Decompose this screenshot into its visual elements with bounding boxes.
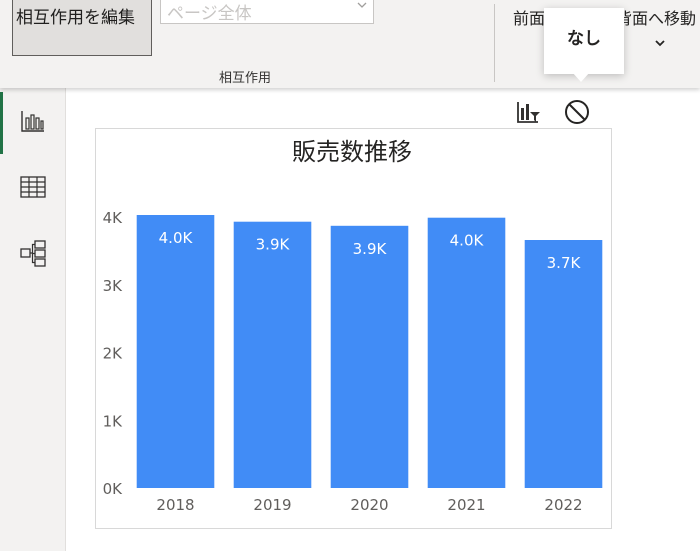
y-tick-label-0: 0K	[103, 480, 124, 498]
y-tick-label-1: 1K	[103, 412, 124, 430]
data-label-2018: 4.0K	[159, 229, 194, 247]
x-tick-label-2022: 2022	[544, 496, 582, 514]
active-view-indicator	[0, 92, 3, 154]
y-tick-label-2: 2K	[103, 345, 124, 363]
ribbon-divider	[494, 4, 495, 82]
data-label-2021: 4.0K	[450, 232, 485, 250]
send-backward-chevron-icon[interactable]	[654, 38, 666, 48]
left-view-rail	[0, 88, 66, 551]
x-tick-label-2018: 2018	[156, 496, 194, 514]
data-label-2022: 3.7K	[547, 254, 582, 272]
tooltip: なし	[544, 8, 624, 74]
tooltip-arrow	[572, 72, 590, 82]
data-label-2019: 3.9K	[256, 236, 291, 254]
bar-2019[interactable]	[233, 221, 312, 488]
report-view-icon[interactable]	[18, 106, 48, 136]
x-tick-label-2019: 2019	[253, 496, 291, 514]
interaction-scope-value: ページ全体	[167, 4, 252, 24]
edit-interactions-button[interactable]: 相互作用を編集	[12, 0, 152, 56]
model-view-icon[interactable]	[18, 238, 48, 268]
x-tick-label-2021: 2021	[447, 496, 485, 514]
y-tick-label-3: 3K	[103, 277, 124, 295]
chart-title: 販売数推移	[292, 138, 412, 166]
chevron-down-icon	[357, 2, 367, 8]
send-backward-button[interactable]: 背面へ移動	[616, 9, 697, 28]
bar-2022[interactable]	[524, 240, 603, 488]
y-tick-label-4: 4K	[103, 209, 124, 227]
interaction-scope-select[interactable]: ページ全体	[160, 0, 374, 24]
bar-2020[interactable]	[330, 225, 409, 489]
bar-2018[interactable]	[136, 215, 215, 488]
interactions-group-label: 相互作用	[218, 71, 271, 86]
data-label-2020: 3.9K	[353, 240, 388, 258]
bar-2021[interactable]	[427, 217, 506, 488]
tooltip-text: なし	[567, 29, 601, 49]
none-icon[interactable]	[563, 98, 591, 126]
data-view-icon[interactable]	[18, 172, 48, 202]
bring-forward-button[interactable]: 前面	[513, 9, 546, 28]
x-tick-label-2020: 2020	[350, 496, 388, 514]
filter-chart-icon[interactable]	[514, 98, 542, 126]
